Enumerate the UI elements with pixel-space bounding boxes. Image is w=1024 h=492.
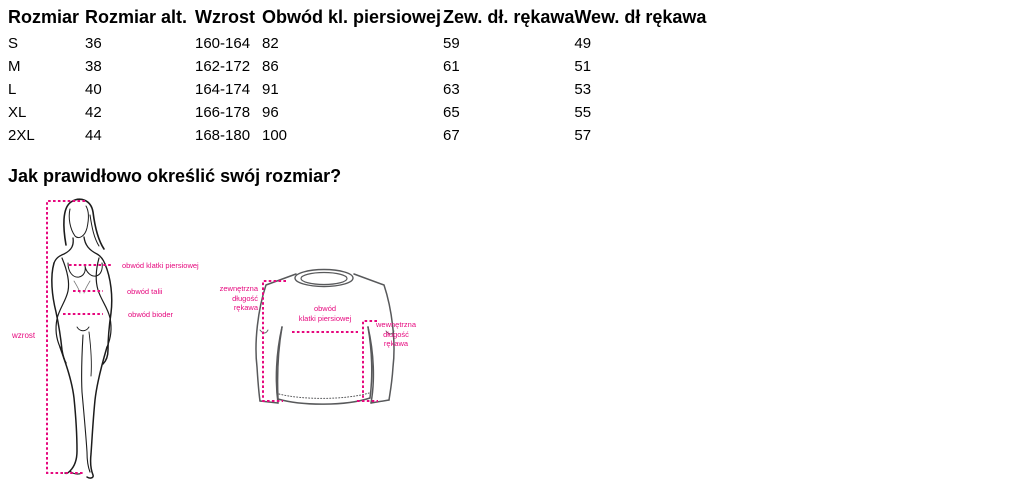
label-line: rękawa [383,339,409,348]
label-line: długość [383,329,409,339]
height-label: wzrost [12,331,36,340]
column-header-rozmiar: Rozmiar [8,6,80,27]
label-line: rękawa [233,303,258,312]
table-cell: 38 [85,58,102,75]
label-line: obwód [313,304,337,313]
table-cell: 164-174 [195,81,251,98]
column-header-obwod: Obwód kl. piersiowej [262,6,442,27]
size-table-header-row: Rozmiar Rozmiar alt. Wzrost Obwód kl. pi… [8,2,706,32]
measurement-diagram [46,198,395,479]
label-line: klatki piersiowej [298,313,352,323]
table-cell: 42 [85,104,102,121]
table-cell: 82 [262,35,279,52]
height-measure-line [46,200,85,474]
waist-circumference-label: obwód talii [127,287,163,296]
column-header-wew-rekaw: Wew. dł rękawa [574,6,707,27]
table-cell: 100 [262,127,288,144]
chest-circumference-label: obwód klatki piersiowej [122,261,199,270]
table-cell: 40 [85,81,102,98]
size-row-m: M 38 162-172 86 61 51 [8,55,706,78]
sweater-illustration [255,268,395,405]
label-line: długość [232,293,258,303]
table-cell: 166-178 [195,104,251,121]
table-cell: 96 [262,104,279,121]
table-cell: 57 [574,127,592,144]
size-row-s: S 36 160-164 82 59 49 [8,32,706,55]
inner-sleeve-length-label: wewnętrzna długość rękawa [369,320,423,349]
label-line: zewnętrzna [219,284,258,293]
column-header-wzrost: Wzrost [195,6,255,27]
sweater-chest-circumference-label: obwód klatki piersiowej [285,304,365,323]
table-cell: 55 [574,104,592,121]
how-to-measure-heading: Jak prawidłowo określić swój rozmiar? [8,166,342,186]
table-cell: 67 [443,127,460,144]
outer-sleeve-measure-line [262,280,286,402]
outer-sleeve-length-label: zewnętrzna długość rękawa [204,284,258,313]
table-cell: XL [8,104,27,121]
table-cell: S [8,35,19,52]
table-cell: 162-172 [195,58,251,75]
table-cell: 49 [574,35,592,52]
table-cell: 160-164 [195,35,251,52]
table-cell: 51 [574,58,592,75]
column-header-zew-rekaw: Zew. dł. rękawa [443,6,575,27]
table-cell: 59 [443,35,460,52]
table-cell: 44 [85,127,102,144]
table-cell: L [8,81,17,98]
table-cell: 36 [85,35,102,52]
column-header-rozmiar-alt: Rozmiar alt. [85,6,188,27]
table-cell: 61 [443,58,460,75]
woman-silhouette-illustration [51,198,113,479]
table-cell: 63 [443,81,460,98]
table-cell: M [8,58,21,75]
inner-sleeve-measure-line [357,320,378,402]
size-table: Rozmiar Rozmiar alt. Wzrost Obwód kl. pi… [8,2,706,147]
hips-circumference-label: obwód bioder [128,310,174,319]
size-row-xl: XL 42 166-178 96 65 55 [8,101,706,124]
table-cell: 53 [574,81,592,98]
table-cell: 168-180 [195,127,251,144]
size-row-2xl: 2XL 44 168-180 100 67 57 [8,124,706,147]
label-line: wewnętrzna [375,320,417,329]
size-row-l: L 40 164-174 91 63 53 [8,78,706,101]
table-cell: 86 [262,58,279,75]
table-cell: 91 [262,81,279,98]
table-cell: 65 [443,104,460,121]
table-cell: 2XL [8,127,35,144]
